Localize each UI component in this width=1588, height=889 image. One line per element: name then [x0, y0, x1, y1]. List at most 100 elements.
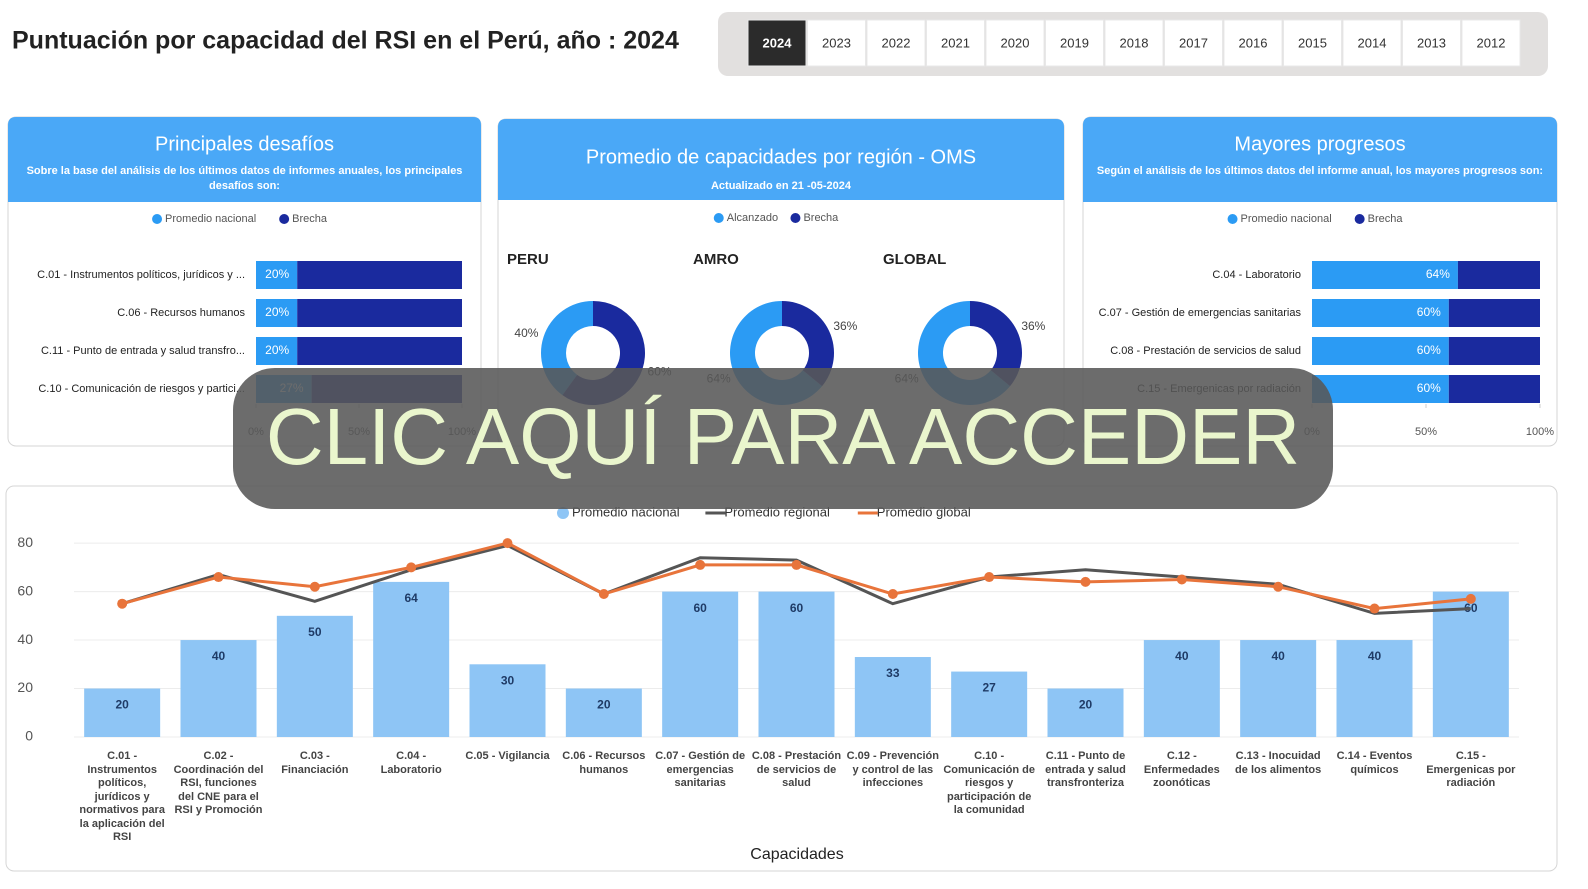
- donut-value-label: 36%: [1021, 319, 1045, 333]
- line-marker: [695, 559, 706, 570]
- value-label: 64%: [1426, 267, 1450, 281]
- legend-label: Brecha: [292, 213, 328, 225]
- legend-marker: [713, 213, 724, 223]
- year-tab-label[interactable]: 2023: [822, 35, 851, 50]
- year-tab-label[interactable]: 2014: [1358, 35, 1387, 50]
- page-title: Puntuación por capacidad del RSI en el P…: [12, 27, 679, 55]
- year-tab[interactable]: [926, 19, 985, 67]
- x-tick-label: C.08 - Prestación de servicios de salud: [751, 750, 842, 789]
- year-tab-label[interactable]: 2024: [763, 35, 793, 50]
- bar-segment: [1448, 375, 1540, 403]
- bar: [1143, 640, 1220, 737]
- year-tab-label[interactable]: 2020: [1001, 35, 1030, 50]
- bar: [565, 688, 642, 737]
- year-tab-label[interactable]: 2013: [1417, 35, 1446, 50]
- bar-segment: [297, 337, 462, 365]
- year-tab-label[interactable]: 2022: [882, 35, 911, 50]
- line-marker: [791, 559, 802, 570]
- year-tab-label[interactable]: 2018: [1120, 35, 1149, 50]
- x-tick-label: C.07 - Gestión de emergencias sanitarias: [655, 750, 746, 789]
- bar: [373, 581, 450, 737]
- bar-value-label: 40: [1175, 649, 1189, 663]
- year-tab[interactable]: [1461, 19, 1521, 67]
- year-tab-label[interactable]: 2015: [1298, 35, 1327, 50]
- bar-value-label: 60: [1464, 601, 1478, 615]
- bar-segment: [1312, 261, 1458, 289]
- year-tab[interactable]: [1283, 19, 1342, 67]
- year-tab-label[interactable]: 2019: [1060, 35, 1089, 50]
- year-tab[interactable]: [1045, 19, 1104, 67]
- bar-value-label: 33: [886, 666, 900, 680]
- bar-value-label: 64: [404, 591, 418, 605]
- bar-segment: [1457, 261, 1540, 289]
- value-label: 20%: [265, 305, 289, 319]
- year-tab-label[interactable]: 2012: [1477, 35, 1506, 50]
- line-marker: [406, 562, 417, 573]
- line-marker: [887, 589, 898, 600]
- year-tab[interactable]: [1104, 19, 1164, 67]
- donut-segment: [970, 301, 1023, 387]
- panel-title: Principales desafíos: [155, 133, 334, 155]
- line-marker: [984, 572, 995, 583]
- panel-subtitle: Según el análisis de los últimos datos d…: [1096, 165, 1544, 177]
- year-tab[interactable]: [1342, 19, 1402, 67]
- year-tab[interactable]: [747, 19, 807, 67]
- donut-title: PERU: [507, 251, 549, 268]
- bar-value-label: 27: [982, 681, 996, 695]
- year-tab[interactable]: [866, 19, 926, 67]
- year-tab[interactable]: [985, 19, 1045, 67]
- bar-segment: [1448, 299, 1540, 327]
- bar: [84, 688, 161, 737]
- access-overlay[interactable]: [233, 368, 1333, 509]
- y-tick-label: 60: [17, 582, 33, 598]
- x-tick-label: C.06 - Recursos humanos: [562, 750, 646, 776]
- x-tick-label: C.12 - Enfermedades zoonóticas: [1143, 750, 1220, 789]
- x-tick-label-box: C.12 - Enfermedades zoonóticas: [1143, 750, 1220, 789]
- value-label: 20%: [265, 343, 289, 357]
- access-overlay-text[interactable]: CLIC AQUÍ PARA ACCEDER: [266, 392, 1300, 481]
- x-tick-label: C.15 - Emergenicas por radiación: [1426, 750, 1516, 789]
- category-label: C.10 - Comunicación de riesgos y partici…: [38, 383, 245, 395]
- x-tick-label-box: C.15 - Emergenicas por radiación: [1426, 750, 1516, 789]
- year-tab[interactable]: [807, 19, 866, 67]
- x-tick-label-box: C.04 - Laboratorio: [380, 750, 442, 776]
- legend-marker: [152, 214, 163, 224]
- category-label: C.01 - Instrumentos políticos, jurídicos…: [37, 269, 245, 281]
- line-marker: [1273, 581, 1284, 592]
- year-tab-label[interactable]: 2016: [1239, 35, 1268, 50]
- bar: [854, 657, 931, 737]
- x-tick-label-box: C.10 - Comunicación de riesgos y partici…: [943, 750, 1035, 816]
- x-tick-label-box: C.11 - Punto de entrada y salud transfro…: [1045, 750, 1126, 789]
- bar-segment: [1448, 337, 1540, 365]
- category-label: C.08 - Prestación de servicios de salud: [1110, 345, 1301, 357]
- bar-value-label: 50: [308, 625, 322, 639]
- bar-value-label: 60: [790, 601, 804, 615]
- x-tick-label: C.10 - Comunicación de riesgos y partici…: [943, 750, 1035, 816]
- donut-title: AMRO: [693, 251, 739, 268]
- bar: [951, 671, 1028, 737]
- x-tick-label: C.04 - Laboratorio: [380, 750, 442, 776]
- x-tick-label-box: C.03 - Financiación: [281, 750, 348, 776]
- category-label: C.04 - Laboratorio: [1212, 269, 1301, 281]
- bar-segment: [256, 261, 298, 289]
- bar-segment: [256, 299, 298, 327]
- donut-value-label: 36%: [833, 319, 857, 333]
- x-tick-label: C.01 - Instrumentos políticos, jurídicos…: [79, 750, 165, 843]
- year-tab[interactable]: [1164, 19, 1223, 67]
- y-tick-label: 20: [17, 679, 33, 695]
- bar-value-label: 60: [693, 601, 707, 615]
- bar: [1336, 640, 1413, 737]
- bar: [662, 591, 739, 737]
- legend-label: Brecha: [803, 212, 839, 224]
- year-tab-label[interactable]: 2021: [941, 35, 970, 50]
- category-label: C.07 - Gestión de emergencias sanitarias: [1099, 307, 1302, 319]
- line-marker: [1369, 603, 1380, 614]
- donut-value-label: 40%: [514, 326, 538, 340]
- year-tab-label[interactable]: 2017: [1179, 35, 1208, 50]
- panel-subtitle-box: Sobre la base del análisis de los último…: [27, 165, 463, 192]
- panel-header: [8, 117, 481, 202]
- category-label: C.06 - Recursos humanos: [117, 307, 245, 319]
- year-tab[interactable]: [1402, 19, 1461, 67]
- year-tab[interactable]: [1223, 19, 1283, 67]
